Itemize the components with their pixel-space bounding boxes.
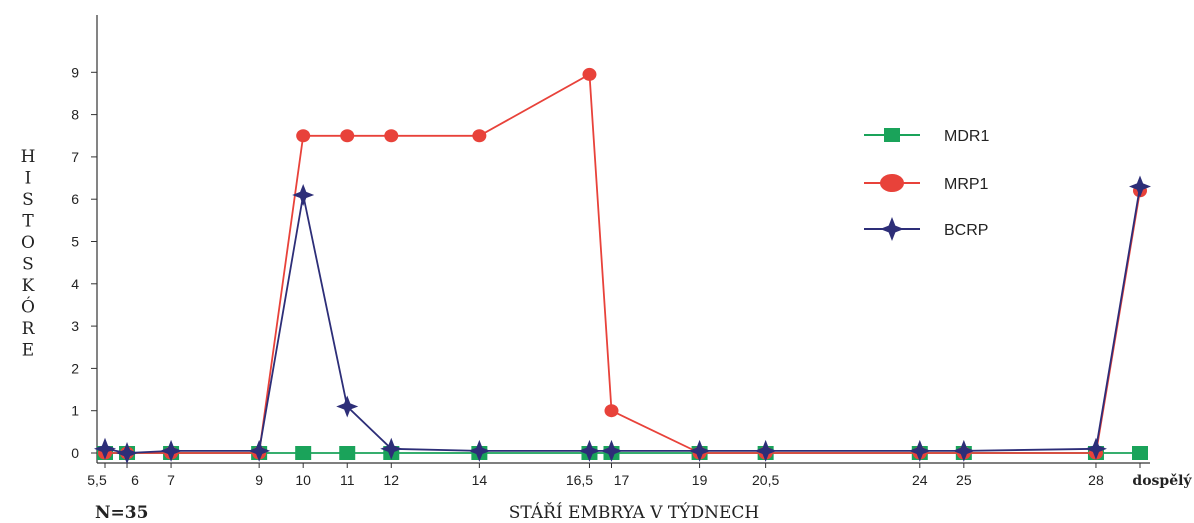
bcrp-point: [908, 439, 931, 462]
mrp1-point: [340, 129, 355, 143]
y-tick-label: 5: [71, 234, 79, 250]
mrp1-point: [604, 404, 619, 418]
bcrp-point: [94, 437, 116, 460]
y-axis-title-letter: S: [22, 190, 34, 210]
legend-label: MDR1: [944, 128, 989, 145]
x-tick-label: 16,5: [566, 472, 593, 488]
legend-marker: [884, 128, 900, 142]
bcrp-point: [248, 439, 271, 462]
bcrp-point: [1084, 437, 1107, 460]
legend-label: MRP1: [944, 176, 989, 193]
bcrp-point: [578, 439, 601, 462]
bcrp-point: [336, 395, 359, 418]
y-axis-title-letter: R: [22, 319, 36, 339]
x-tick-label: 9: [255, 472, 263, 488]
y-tick-label: 6: [71, 191, 79, 207]
bcrp-point: [688, 439, 711, 462]
x-tick-label: 25: [956, 472, 972, 488]
mdr1-point: [295, 446, 312, 460]
sample-size-note: N=35: [95, 503, 148, 523]
bcrp-point: [952, 439, 975, 462]
legend-label: BCRP: [944, 222, 988, 239]
legend: MDR1 MRP1 BCRP: [864, 128, 989, 241]
x-tick-label: 5,5: [87, 472, 107, 488]
series-bcrp: [94, 175, 1151, 464]
y-axis-title-letter: I: [25, 169, 32, 189]
x-tick-label: 28: [1088, 472, 1104, 488]
bcrp-point: [380, 437, 403, 460]
y-axis-title-letter: Ó: [21, 297, 35, 318]
x-tick-label: 20,5: [752, 472, 779, 488]
mdr1-point: [339, 446, 356, 460]
x-tick-label: 10: [295, 472, 311, 488]
y-tick-label: 2: [71, 360, 79, 376]
x-tick-label: 12: [383, 472, 399, 488]
y-axis-title-letter: T: [22, 212, 34, 232]
y-axis-title-letter: S: [22, 255, 34, 275]
y-axis-title-letter: E: [22, 341, 34, 361]
x-axis-title: STÁŘÍ EMBRYA V TÝDNECH: [509, 502, 759, 523]
y-tick-label: 3: [71, 318, 79, 334]
y-axis-title-letter: O: [21, 233, 35, 253]
mrp1-point: [472, 129, 487, 143]
y-tick-label: 0: [71, 445, 79, 461]
legend-entry-bcrp: BCRP: [864, 217, 988, 241]
series-line-mrp1: [105, 72, 1141, 454]
mrp1-point: [384, 129, 399, 143]
mrp1-point: [296, 129, 311, 143]
bcrp-point: [292, 183, 315, 206]
y-axis-title-letter: H: [21, 147, 36, 167]
bcrp-point: [1129, 175, 1151, 198]
x-tick-label: 17: [614, 472, 630, 488]
x-tick-label: 7: [167, 472, 175, 488]
bcrp-point: [754, 439, 777, 462]
y-tick-label: 7: [71, 149, 79, 165]
bcrp-point: [600, 439, 623, 462]
series-layer: [94, 67, 1151, 464]
legend-entry-mdr1: MDR1: [864, 128, 989, 145]
x-tick-label: 6: [131, 472, 139, 488]
series-mrp1: [98, 67, 1147, 460]
y-tick-label: 8: [71, 107, 79, 123]
mdr1-point: [1132, 446, 1148, 460]
y-axis-title-letter: K: [22, 276, 35, 296]
y-tick-label: 1: [71, 403, 79, 419]
y-tick-label: 9: [71, 64, 79, 80]
x-tick-label: 14: [472, 472, 488, 488]
x-tick-label: 11: [340, 472, 355, 488]
y-tick-label: 4: [71, 276, 79, 292]
bcrp-point: [160, 439, 183, 462]
bcrp-point: [468, 439, 491, 462]
series-line-bcrp: [104, 186, 1141, 454]
legend-entry-mrp1: MRP1: [864, 174, 989, 193]
legend-marker: [880, 174, 904, 192]
legend-marker: [880, 217, 904, 241]
x-tick-label: 24: [912, 472, 928, 488]
x-tick-label: dospělý: [1132, 472, 1192, 489]
x-tick-label: 19: [692, 472, 708, 488]
mrp1-point: [582, 67, 597, 81]
bcrp-point: [116, 442, 139, 464]
